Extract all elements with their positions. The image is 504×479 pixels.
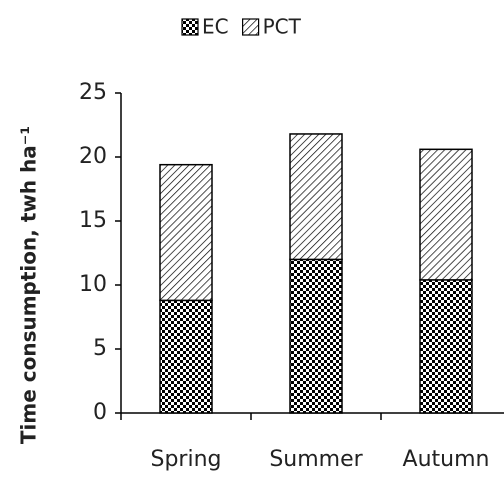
x-tick-label: Spring [151, 447, 222, 472]
y-tick-label: 25 [79, 80, 107, 105]
y-tick-label: 20 [79, 144, 107, 169]
bar-segment [419, 148, 473, 281]
bar-segment [159, 163, 213, 302]
x-tick-label: Autumn [403, 447, 490, 472]
bar-segment [159, 299, 213, 414]
y-tick-label: 15 [79, 208, 107, 233]
legend-label: EC [202, 15, 229, 39]
bar-segment [289, 258, 343, 414]
y-tick-label: 5 [93, 336, 107, 361]
x-tick-label: Summer [269, 447, 363, 472]
legend-swatch [181, 18, 199, 36]
bar-segment [419, 279, 473, 414]
y-tick-label: 10 [79, 272, 107, 297]
legend-swatch [242, 18, 260, 36]
bar-segment [289, 133, 343, 261]
legend-label: PCT [263, 15, 302, 39]
y-axis-label: Time consumption, twh ha⁻¹ [17, 126, 41, 444]
y-tick-label: 0 [93, 400, 107, 425]
